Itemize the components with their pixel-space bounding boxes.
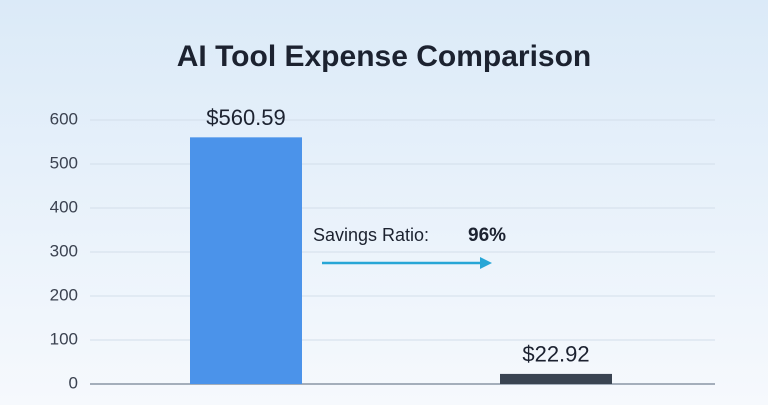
value-label: $22.92 bbox=[522, 342, 589, 367]
annotation-value: 96% bbox=[468, 225, 506, 246]
arrow-head bbox=[480, 257, 492, 269]
y-tick-label: 200 bbox=[50, 285, 78, 304]
y-tick-label: 100 bbox=[50, 329, 78, 348]
y-tick-label: 0 bbox=[69, 373, 78, 392]
chart-title: AI Tool Expense Comparison bbox=[177, 40, 592, 73]
annotation-label: Savings Ratio: bbox=[313, 225, 429, 245]
bar bbox=[500, 373, 612, 384]
y-tick-label: 600 bbox=[50, 109, 78, 128]
y-tick-label: 300 bbox=[50, 241, 78, 260]
y-tick-label: 500 bbox=[50, 153, 78, 172]
y-tick-label: 400 bbox=[50, 197, 78, 216]
value-label: $560.59 bbox=[206, 105, 286, 130]
bar bbox=[190, 137, 302, 384]
